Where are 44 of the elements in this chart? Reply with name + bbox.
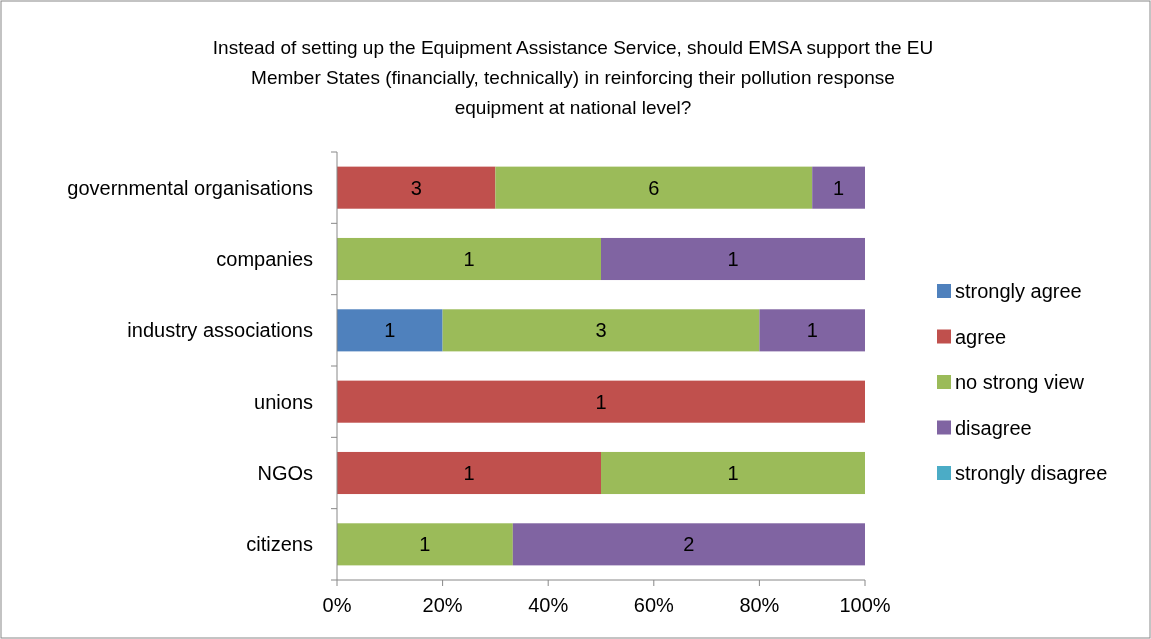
- chart-title: Instead of setting up the Equipment Assistance Service, should EMSA support the EU Member States (financially, technically) in reinforcing their pollution response equipment at national level?: [212, 37, 934, 118]
- annotation: 1: [595, 390, 607, 413]
- x-tick-label: 100%: [839, 594, 891, 616]
- bar: [812, 166, 865, 209]
- annotation: 3: [595, 319, 607, 342]
- bar: [601, 451, 865, 495]
- x-tick-label: 60%: [633, 594, 675, 616]
- annotation: 1: [419, 533, 431, 556]
- x-tick-label: 80%: [739, 594, 780, 616]
- bar: [337, 309, 443, 352]
- annotation: 1: [463, 462, 475, 484]
- x-tick-label: 40%: [528, 594, 569, 616]
- annotation: 1: [806, 319, 818, 342]
- bar: [337, 451, 601, 495]
- y-tick-label: citizens: [246, 533, 313, 556]
- y-tick-label: governmental organisations: [67, 176, 313, 199]
- annotation: 1: [727, 462, 739, 484]
- x-tick-label: 0%: [322, 594, 352, 616]
- x-tick-label: 20%: [422, 594, 463, 616]
- bar: [495, 166, 813, 209]
- legend-label: strongly agree: [955, 280, 1082, 302]
- bar: [512, 523, 865, 566]
- legend-label: disagree: [955, 416, 1032, 439]
- annotation: 3: [410, 176, 422, 199]
- bar: [337, 166, 496, 209]
- annotation: 6: [648, 176, 660, 199]
- bar: [601, 237, 865, 281]
- annotation: 1: [727, 248, 739, 270]
- annotation: 1: [384, 319, 396, 342]
- legend-label: agree: [955, 325, 1007, 348]
- annotation: 1: [463, 248, 475, 270]
- annotation: 1: [833, 176, 845, 199]
- y-tick-label: unions: [254, 390, 313, 413]
- y-tick-label: NGOs: [257, 462, 313, 484]
- bar: [337, 237, 601, 281]
- bar: [759, 309, 865, 352]
- bar: [337, 380, 865, 423]
- y-tick-label: companies: [216, 248, 313, 270]
- bar: [337, 523, 513, 566]
- bar: [442, 309, 760, 352]
- annotation: 2: [683, 533, 695, 556]
- legend-label: no strong view: [955, 371, 1085, 393]
- y-tick-label: industry associations: [127, 319, 313, 342]
- legend-label: strongly disagree: [955, 462, 1108, 484]
